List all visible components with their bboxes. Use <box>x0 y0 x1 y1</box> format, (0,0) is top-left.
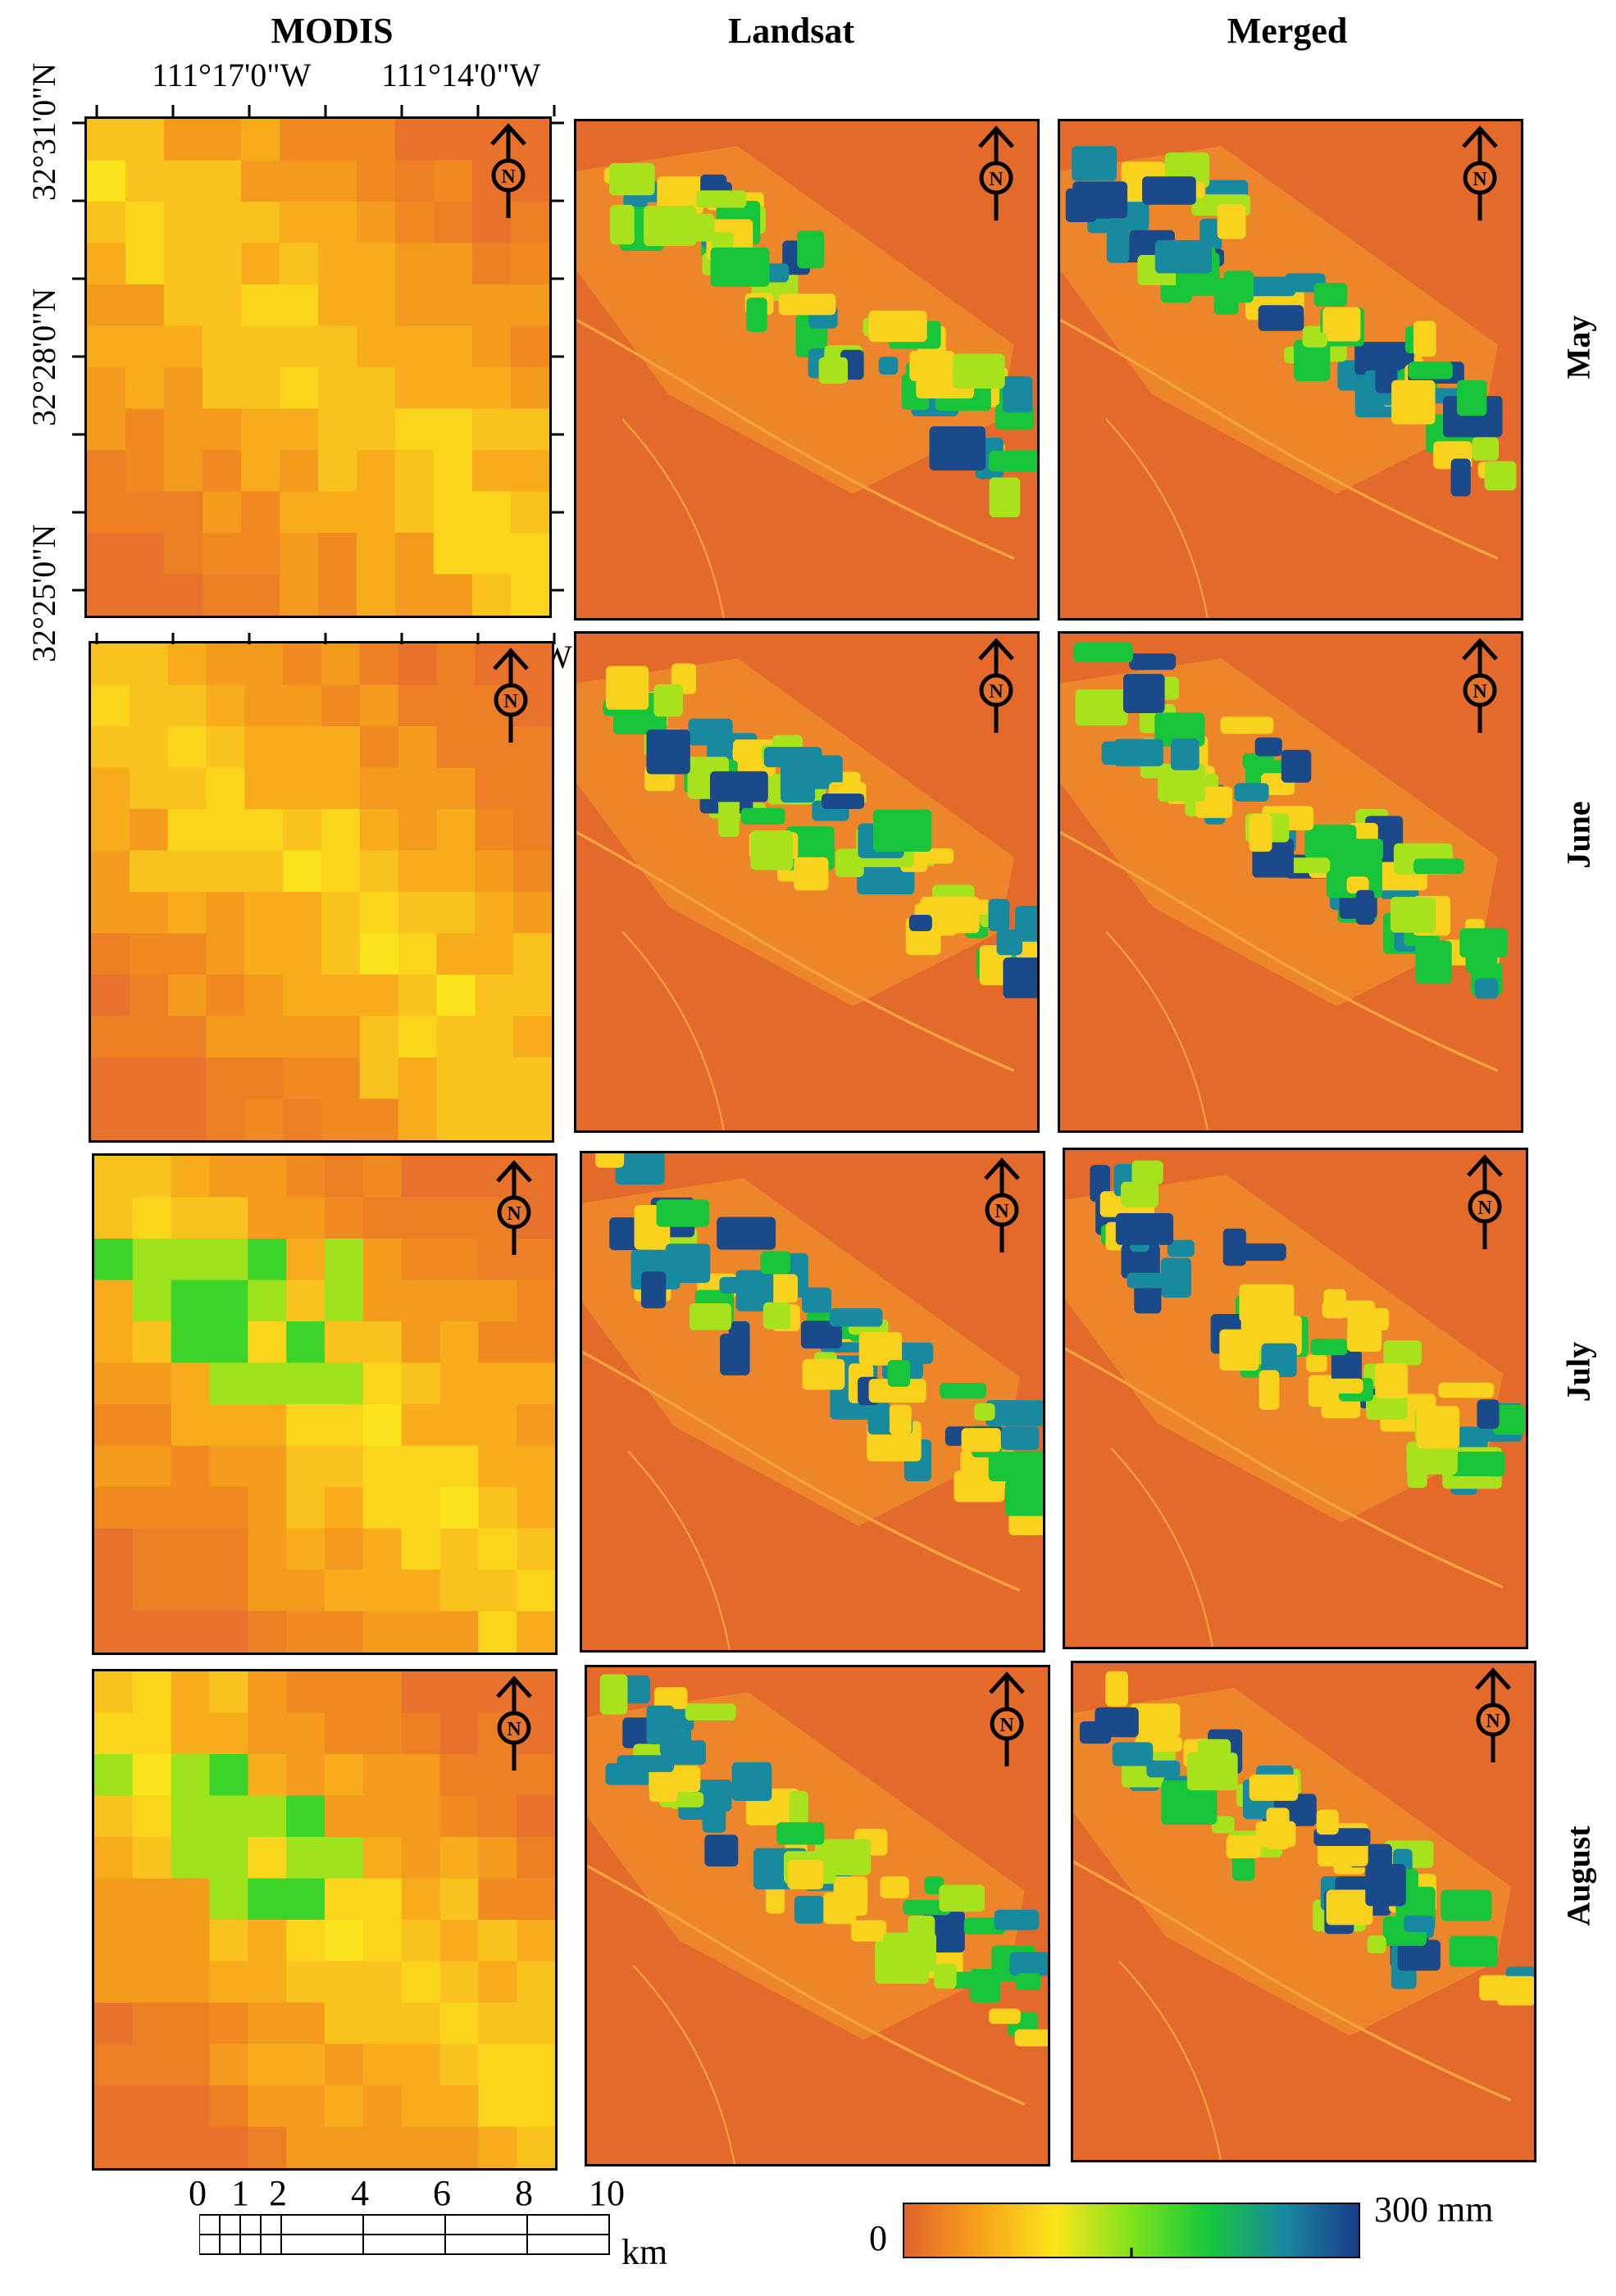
north-arrow: N <box>1451 638 1509 736</box>
map-panel-merged-august <box>1071 1661 1536 2162</box>
map-raster <box>1073 1663 1534 2160</box>
column-header-merged: Merged <box>1227 11 1348 51</box>
svg-text:N: N <box>1477 1198 1492 1219</box>
north-arrow: N <box>480 123 537 221</box>
north-arrow: N <box>1456 1154 1514 1253</box>
map-panel-landsat-may <box>574 119 1040 621</box>
north-arrow: N <box>482 648 539 746</box>
map-panel-landsat-august <box>585 1665 1050 2166</box>
map-panel-modis-august <box>92 1669 558 2171</box>
scale-tick-1: 1 <box>231 2173 249 2213</box>
legend-colorbar-graphic <box>903 2203 1360 2258</box>
scale-tick-6: 6 <box>433 2173 451 2213</box>
north-arrow: N <box>967 125 1025 224</box>
svg-text:N: N <box>1473 169 1487 190</box>
north-arrow: N <box>485 1675 543 1774</box>
north-arrow: N <box>967 638 1025 736</box>
map-panel-landsat-june <box>574 631 1040 1133</box>
north-arrow-icon: N <box>496 1160 532 1255</box>
north-arrow-icon: N <box>1467 1154 1503 1249</box>
svg-text:N: N <box>503 691 518 712</box>
coord-top-right: 111°14'0"W <box>381 57 541 93</box>
north-arrow-icon: N <box>496 1675 532 1771</box>
row-label-july: July <box>1559 1341 1597 1403</box>
svg-text:N: N <box>507 1203 521 1225</box>
north-arrow-icon: N <box>1462 125 1498 221</box>
map-raster <box>94 1671 555 2168</box>
map-panel-merged-july <box>1063 1148 1528 1649</box>
graticule-ticks <box>72 105 564 644</box>
north-arrow: N <box>973 1157 1031 1256</box>
scale-tick-4: 4 <box>351 2173 369 2213</box>
map-raster <box>91 643 552 1140</box>
map-raster <box>1060 634 1521 1130</box>
north-arrow-icon: N <box>490 123 526 218</box>
north-arrow: N <box>485 1160 543 1258</box>
scale-bar-graphic <box>198 2214 610 2255</box>
north-arrow-icon: N <box>978 638 1014 733</box>
map-raster <box>576 121 1037 618</box>
scale-tick-8: 8 <box>515 2173 533 2213</box>
map-raster <box>87 119 549 616</box>
north-arrow-icon: N <box>1475 1667 1511 1762</box>
svg-text:N: N <box>989 681 1004 702</box>
north-arrow-icon: N <box>493 648 529 743</box>
map-panel-modis-june <box>89 641 554 1143</box>
scale-tick-10: 10 <box>589 2173 625 2213</box>
scale-unit: km <box>621 2232 668 2272</box>
map-raster <box>1060 121 1521 618</box>
scale-tick-0: 0 <box>189 2173 207 2213</box>
scale-bar <box>198 2164 610 2262</box>
row-label-may: May <box>1559 315 1597 380</box>
north-arrow: N <box>1451 125 1509 224</box>
map-raster <box>94 1156 555 1653</box>
map-raster <box>1065 1150 1526 1647</box>
map-raster <box>576 634 1037 1130</box>
svg-text:N: N <box>999 1715 1014 1736</box>
coord-top-left: 111°17'0"W <box>152 57 312 93</box>
legend-colorbar <box>902 2202 1361 2261</box>
north-arrow-icon: N <box>978 125 1014 221</box>
svg-text:N: N <box>995 1201 1009 1222</box>
map-raster <box>582 1153 1043 1650</box>
map-panel-landsat-july <box>580 1151 1045 1653</box>
row-label-june: June <box>1559 801 1597 869</box>
row-label-august: August <box>1559 1825 1597 1926</box>
north-arrow: N <box>978 1671 1036 1770</box>
svg-text:N: N <box>507 1719 521 1740</box>
svg-text:N: N <box>501 166 516 188</box>
map-panel-modis-july <box>92 1153 558 1655</box>
column-header-landsat: Landsat <box>727 11 855 51</box>
svg-text:N: N <box>989 169 1004 190</box>
legend-max-label: 300 mm <box>1374 2189 1494 2230</box>
map-panel-merged-june <box>1058 631 1523 1133</box>
svg-text:N: N <box>1486 1711 1500 1732</box>
north-arrow-icon: N <box>989 1671 1025 1766</box>
svg-text:N: N <box>1473 681 1487 702</box>
map-panel-modis-may <box>84 116 552 618</box>
scale-tick-2: 2 <box>269 2173 287 2213</box>
north-arrow-icon: N <box>1462 638 1498 733</box>
legend-min-label: 0 <box>869 2218 887 2258</box>
map-raster <box>587 1667 1048 2164</box>
map-panel-merged-may <box>1058 119 1523 621</box>
north-arrow-icon: N <box>984 1157 1020 1253</box>
column-header-modis: MODIS <box>271 11 394 51</box>
north-arrow: N <box>1464 1667 1522 1766</box>
